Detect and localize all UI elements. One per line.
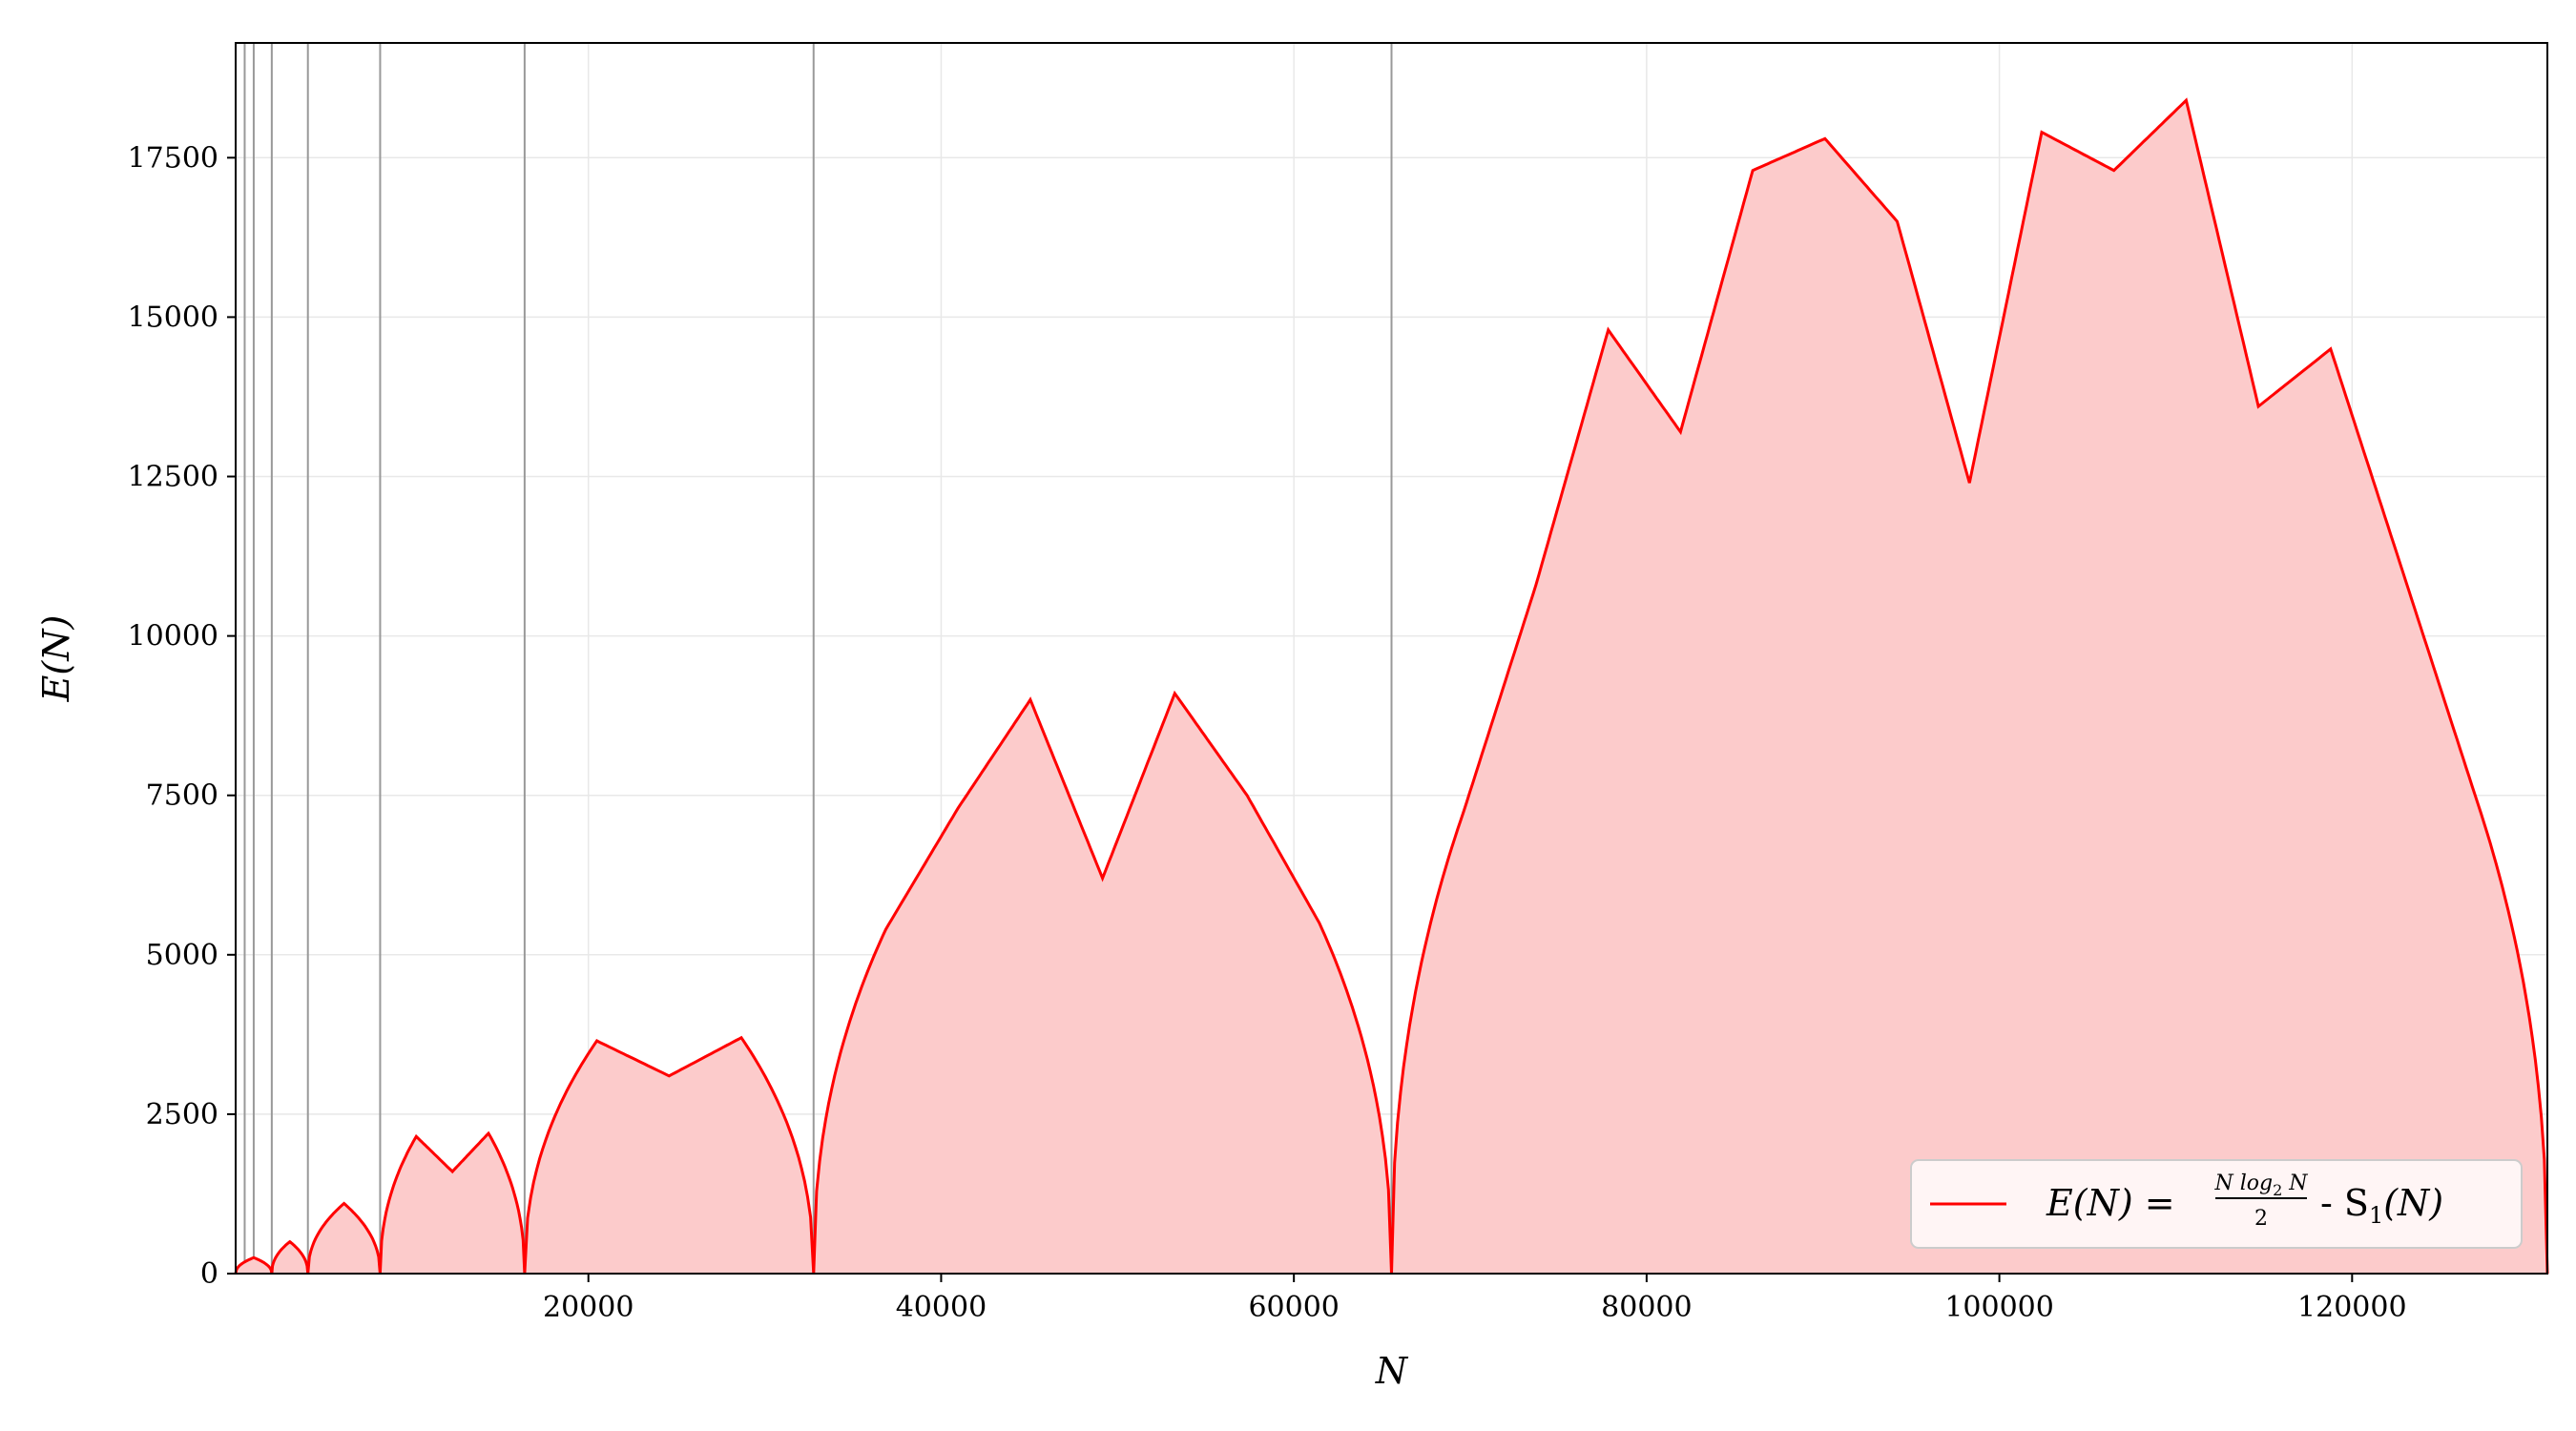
y-tick-label: 2500 <box>146 1098 218 1131</box>
y-axis-ticks: 0 2500 5000 7500 10000 12500 15000 17500 <box>128 141 236 1291</box>
legend-fraction-numerator: N log2 N <box>2213 1172 2308 1199</box>
y-tick-label: 15000 <box>128 301 218 334</box>
y-tick-label: 5000 <box>146 939 218 972</box>
legend: E(N) = N log2 N 2 - S1(N) <box>1910 1159 2523 1249</box>
series-area-fill <box>236 100 2547 1275</box>
vertical-markers <box>243 43 1393 1274</box>
legend-box <box>1910 1159 2523 1249</box>
x-tick-label: 120000 <box>2297 1291 2407 1324</box>
plot-frame <box>235 42 2548 1275</box>
x-tick-label: 20000 <box>543 1291 634 1324</box>
series-line <box>234 97 2549 1275</box>
legend-label: E(N) = <box>2046 1182 2175 1224</box>
y-axis-title: E(N) <box>35 615 77 703</box>
y-tick-label: 12500 <box>128 461 218 494</box>
legend-fraction-denominator: 2 <box>2254 1207 2268 1231</box>
legend-label-tail: - S1(N) <box>2320 1182 2443 1229</box>
x-tick-label: 100000 <box>1944 1291 2054 1324</box>
x-tick-label: 40000 <box>896 1291 987 1324</box>
x-axis-title: N <box>1375 1350 1409 1392</box>
y-tick-label: 7500 <box>146 779 218 813</box>
y-tick-label: 17500 <box>128 141 218 175</box>
x-tick-label: 60000 <box>1248 1291 1339 1324</box>
y-tick-label: 10000 <box>128 620 218 653</box>
y-tick-label: 0 <box>200 1257 218 1291</box>
x-axis-ticks: 20000 40000 60000 80000 100000 120000 <box>543 1274 2407 1324</box>
x-tick-label: 80000 <box>1601 1291 1692 1324</box>
